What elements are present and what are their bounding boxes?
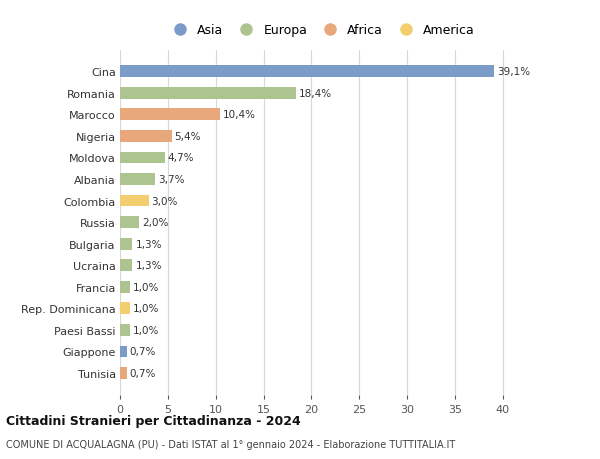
Bar (120, 238, 133, 250)
Text: 39,1%: 39,1% (497, 67, 530, 77)
Bar (120, 303, 130, 314)
Text: 10,4%: 10,4% (223, 110, 256, 120)
Text: 5,4%: 5,4% (175, 132, 201, 141)
Legend: Asia, Europa, Africa, America: Asia, Europa, Africa, America (162, 19, 480, 42)
Bar (120, 131, 172, 142)
Bar (120, 174, 155, 185)
Text: 1,3%: 1,3% (136, 239, 162, 249)
Text: 1,0%: 1,0% (133, 282, 159, 292)
Bar (120, 109, 220, 121)
Bar (120, 152, 165, 164)
Bar (120, 66, 494, 78)
Bar (120, 324, 130, 336)
Text: 0,7%: 0,7% (130, 347, 156, 357)
Text: 2,0%: 2,0% (142, 218, 169, 228)
Bar (120, 217, 139, 229)
Text: Cittadini Stranieri per Cittadinanza - 2024: Cittadini Stranieri per Cittadinanza - 2… (6, 414, 301, 428)
Bar (120, 346, 127, 358)
Text: 1,0%: 1,0% (133, 304, 159, 313)
Bar (120, 281, 130, 293)
Text: 1,3%: 1,3% (136, 261, 162, 271)
Text: 1,0%: 1,0% (133, 325, 159, 335)
Bar (120, 367, 127, 379)
Bar (120, 260, 133, 272)
Text: 3,0%: 3,0% (152, 196, 178, 206)
Text: 3,7%: 3,7% (158, 174, 185, 185)
Text: 4,7%: 4,7% (168, 153, 194, 163)
Text: 0,7%: 0,7% (130, 368, 156, 378)
Text: 18,4%: 18,4% (299, 89, 332, 99)
Text: COMUNE DI ACQUALAGNA (PU) - Dati ISTAT al 1° gennaio 2024 - Elaborazione TUTTITA: COMUNE DI ACQUALAGNA (PU) - Dati ISTAT a… (6, 440, 455, 449)
Bar (120, 195, 149, 207)
Bar (120, 88, 296, 100)
